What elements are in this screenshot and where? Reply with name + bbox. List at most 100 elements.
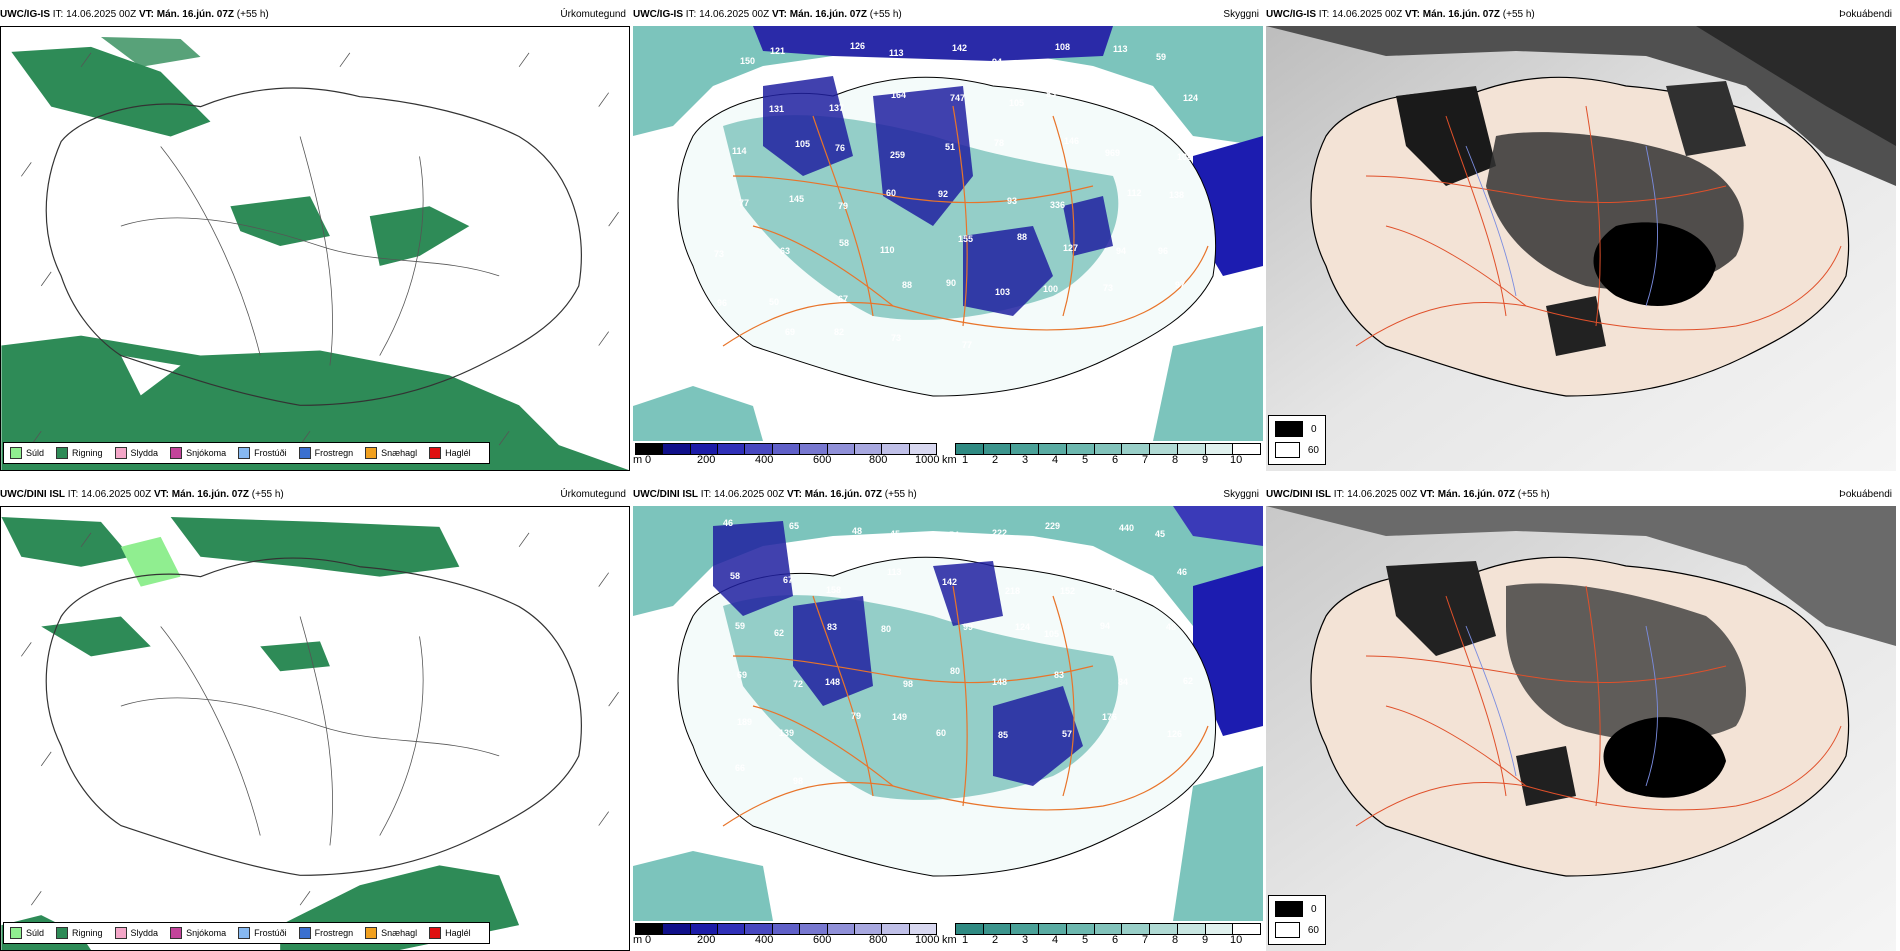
visibility-value-label: 747: [950, 93, 965, 103]
visibility-value-label: 57: [1062, 729, 1072, 739]
visibility-value-label: 66: [735, 763, 745, 773]
precip-map[interactable]: Súld Rigning Slydda Snjókoma Frostúði Fr…: [0, 506, 630, 951]
legend-label: Súld: [26, 448, 45, 458]
panel-header: UWC/IG-IS IT: 14.06.2025 00Z VT: Mán. 16…: [0, 6, 630, 26]
colorbar-m: [635, 443, 937, 455]
vt-label: VT: Mán. 16.jún. 07Z: [138, 9, 234, 20]
vt-label: VT: Mán. 16.jún. 07Z: [771, 9, 867, 20]
visibility-value-label: 45: [1155, 529, 1165, 539]
model-label: UWC/IG-IS: [633, 9, 683, 20]
legend-item: Frostúði: [238, 927, 287, 939]
tick-label: 2: [992, 934, 999, 946]
visibility-value-label: 146: [1064, 136, 1079, 146]
visibility-value-label: 93: [716, 345, 726, 355]
model-label: UWC/IG-IS: [1266, 9, 1316, 20]
legend-item: Súld: [10, 927, 44, 939]
tick-label: 8: [1172, 454, 1179, 466]
visibility-value-label: 67: [783, 575, 793, 585]
visibility-value-label: 46: [1177, 567, 1187, 577]
visibility-value-label: 113: [889, 48, 904, 58]
visibility-value-label: 112: [1127, 188, 1142, 198]
visibility-value-label: 124: [1015, 622, 1030, 632]
colorbar-unit: m: [633, 454, 643, 466]
legend-item: Slydda: [114, 927, 159, 939]
legend-item: Snæhagl: [365, 927, 417, 939]
it-label: IT: 14.06.2025 00Z: [685, 9, 770, 20]
panel-visibility-dini: UWC/DINI ISL IT: 14.06.2025 00Z VT: Mán.…: [633, 486, 1263, 951]
vt-label: VT: Mán. 16.jún. 07Z: [1419, 489, 1515, 500]
visibility-value-label: 127: [1063, 243, 1078, 253]
visibility-value-label: 54: [949, 530, 959, 540]
fog-swatch: [1275, 421, 1303, 437]
visibility-label-group: 46 65 48 45 54 222 229 440 45 58 67 158 113 142 218 152…: [723, 518, 1193, 786]
visibility-value-label: 94: [992, 57, 1002, 67]
fog-map[interactable]: 0 60: [1266, 506, 1896, 951]
visibility-value-label: 73: [1103, 283, 1113, 293]
visibility-value-label: 62: [1183, 676, 1193, 686]
legend-item: Frostúði: [238, 447, 287, 459]
visibility-value-label: 164: [891, 90, 906, 100]
visibility-value-label: 82: [834, 327, 844, 337]
visibility-value-label: 94: [1116, 246, 1126, 256]
legend-item: Frostregn: [298, 927, 354, 939]
precip-map[interactable]: Súld Rigning Slydda Snjókoma Frostúði Fr…: [0, 26, 630, 471]
fog-swatch: [1275, 922, 1300, 938]
visibility-value-label: 105: [1009, 98, 1024, 108]
legend-label: Slydda: [130, 928, 159, 938]
lead-label: (+55 h): [1517, 489, 1550, 500]
tick-label: 1: [962, 934, 969, 946]
model-label: UWC/DINI ISL: [0, 489, 65, 500]
colorbar-km: [955, 443, 1261, 455]
fog-map[interactable]: 0 60: [1266, 26, 1896, 471]
visibility-value-label: 69: [737, 670, 747, 680]
legend-label: Snjókoma: [186, 448, 227, 458]
tick-label: 3: [1022, 454, 1029, 466]
visibility-value-label: 98: [793, 776, 803, 786]
legend-item: Snjókoma: [170, 927, 226, 939]
fog-swatch: [1275, 442, 1300, 458]
visibility-value-label: 51: [945, 142, 955, 152]
visibility-map[interactable]: 46 65 48 45 54 222 229 440 45 58 67 158 113 142 218 152…: [633, 506, 1263, 951]
visibility-value-label: 108: [1055, 42, 1070, 52]
visibility-map[interactable]: 150 121 126 113 142 94 108 113 59 97 131 137 164 747 1…: [633, 26, 1263, 471]
colorbar-unit: m: [633, 934, 643, 946]
legend-swatch: [114, 447, 127, 459]
panel-title: Þokuábendi: [1839, 489, 1892, 500]
visibility-value-label: 96: [717, 298, 727, 308]
lead-label: (+55 h): [1502, 9, 1535, 20]
visibility-value-label: 58: [839, 238, 849, 248]
legend-label: Frostregn: [314, 928, 354, 938]
legend-label: Rigning: [72, 448, 103, 458]
visibility-value-label: 48: [852, 526, 862, 536]
panel-precip-type-igis: UWC/IG-IS IT: 14.06.2025 00Z VT: Mán. 16…: [0, 6, 630, 471]
visibility-value-label: 150: [740, 56, 755, 66]
visibility-value-label: 48: [1166, 622, 1176, 632]
visibility-value-label: 137: [829, 103, 844, 113]
legend-swatch: [10, 927, 22, 939]
tick-label: 0: [645, 934, 652, 946]
model-label: UWC/DINI ISL: [633, 489, 698, 500]
visibility-value-label: 110: [880, 245, 895, 255]
visibility-value-label: 142: [952, 43, 967, 53]
visibility-value-label: 59: [735, 621, 745, 631]
legend-label: Haglél: [445, 928, 471, 938]
visibility-value-label: 124: [1183, 93, 1198, 103]
legend-item: Frostregn: [298, 447, 353, 459]
tick-label: 7: [1142, 934, 1149, 946]
vt-label: VT: Mán. 16.jún. 07Z: [786, 489, 882, 500]
tick-label: 600: [813, 934, 832, 946]
visibility-value-label: 113: [887, 567, 902, 577]
visibility-value-label: 80: [881, 624, 891, 634]
visibility-value-label: 96: [1158, 246, 1168, 256]
visibility-value-label: 78: [994, 138, 1004, 148]
panel-header: UWC/DINI ISL IT: 14.06.2025 00Z VT: Mán.…: [633, 486, 1263, 506]
lead-label: (+55 h): [869, 9, 902, 20]
legend-label: Súld: [26, 928, 45, 938]
precip-legend: Súld Rigning Slydda Snjókoma Frostúði Fr…: [3, 922, 490, 944]
legend-swatch: [298, 447, 311, 459]
panel-title: Skyggni: [1223, 9, 1259, 20]
legend-item: Súld: [10, 447, 44, 459]
fog-legend-row: 0: [1275, 901, 1319, 917]
visibility-value-label: 83: [827, 622, 837, 632]
it-label: IT: 14.06.2025 00Z: [1318, 9, 1403, 20]
